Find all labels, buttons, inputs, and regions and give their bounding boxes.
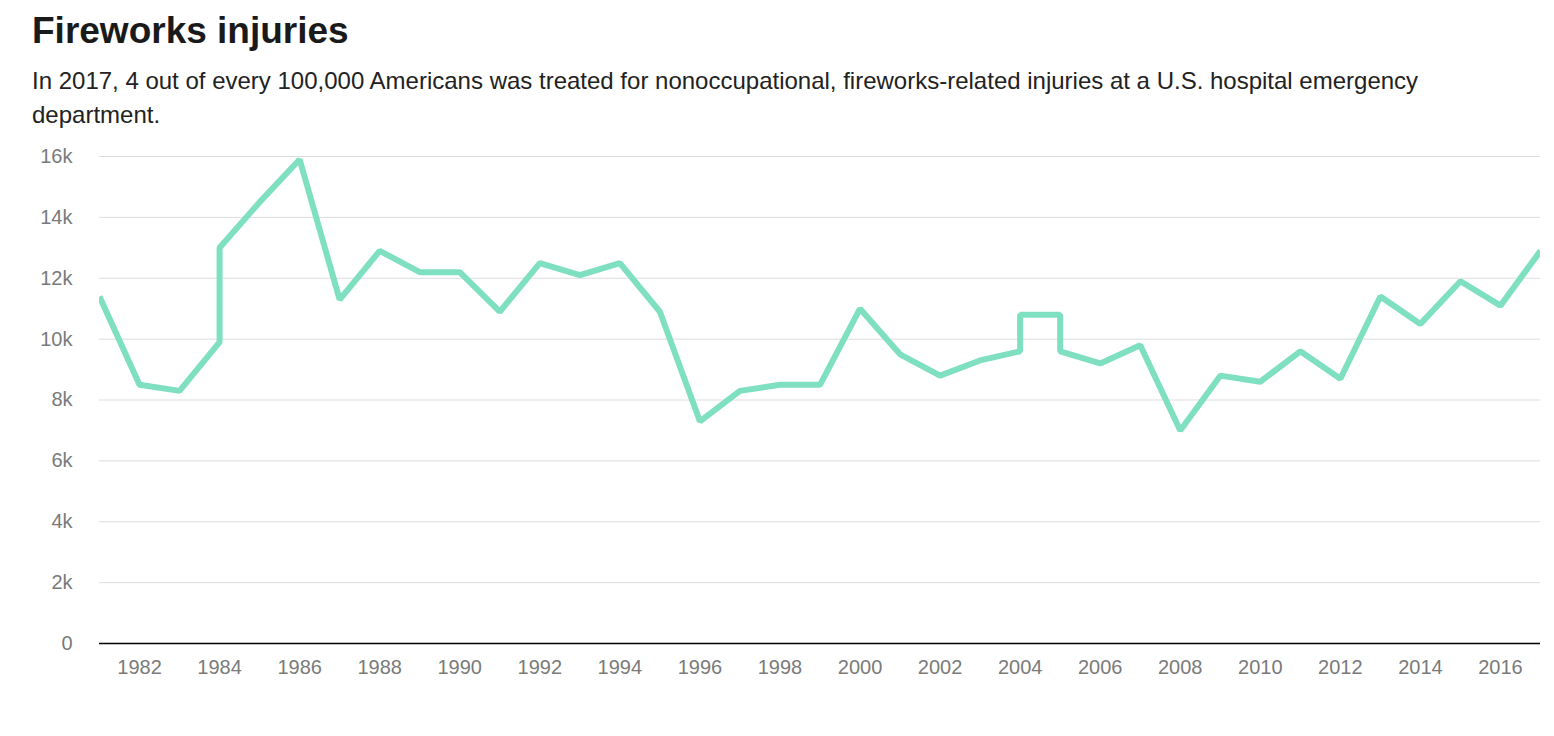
svg-text:0: 0 [61, 632, 72, 654]
svg-text:8k: 8k [51, 388, 73, 410]
svg-text:2012: 2012 [1318, 656, 1363, 678]
svg-text:1984: 1984 [197, 656, 242, 678]
svg-text:4k: 4k [51, 510, 73, 532]
svg-text:14k: 14k [40, 206, 73, 228]
svg-text:10k: 10k [40, 328, 73, 350]
svg-text:1982: 1982 [117, 656, 162, 678]
svg-text:1986: 1986 [277, 656, 322, 678]
svg-text:1988: 1988 [357, 656, 402, 678]
svg-text:1994: 1994 [598, 656, 643, 678]
svg-text:16k: 16k [40, 145, 73, 167]
svg-text:2k: 2k [51, 571, 73, 593]
svg-text:2002: 2002 [918, 656, 963, 678]
html-text:Fireworks injuries: Fireworks injuries [32, 10, 349, 51]
svg-text:2016: 2016 [1478, 656, 1523, 678]
svg-text:1990: 1990 [438, 656, 483, 678]
svg-text:2010: 2010 [1238, 656, 1283, 678]
svg-text:2004: 2004 [998, 656, 1043, 678]
svg-text:2000: 2000 [838, 656, 883, 678]
svg-text:1996: 1996 [678, 656, 723, 678]
svg-text:1998: 1998 [758, 656, 803, 678]
svg-text:2014: 2014 [1398, 656, 1443, 678]
html-text:In 2017, 4 out of every 100,00: In 2017, 4 out of every 100,000 American… [32, 67, 1419, 128]
svg-text:2008: 2008 [1158, 656, 1203, 678]
svg-text:2006: 2006 [1078, 656, 1123, 678]
svg-text:12k: 12k [40, 267, 73, 289]
svg-text:6k: 6k [51, 449, 73, 471]
svg-text:1992: 1992 [518, 656, 563, 678]
